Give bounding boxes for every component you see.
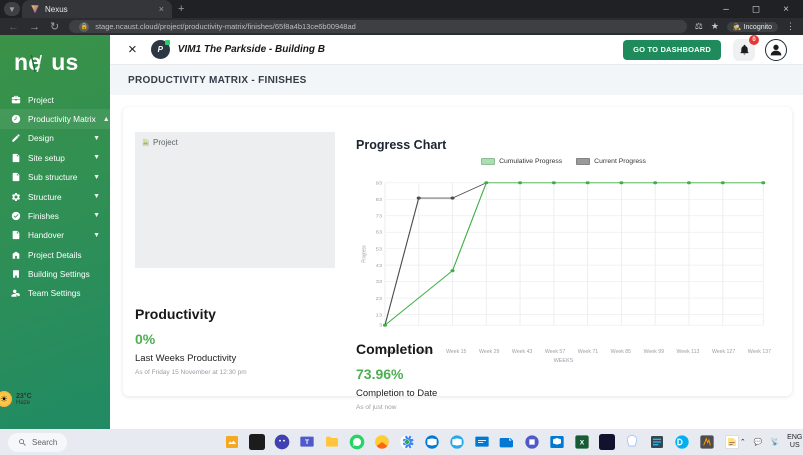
svg-text:43: 43 — [376, 264, 383, 269]
svg-text:Progress: Progress — [361, 245, 368, 263]
svg-text:23: 23 — [376, 296, 383, 301]
svg-text:63: 63 — [376, 230, 383, 235]
svg-text:53: 53 — [376, 247, 383, 252]
svg-text:93: 93 — [376, 181, 383, 186]
svg-text:33: 33 — [376, 280, 383, 285]
svg-text:T: T — [305, 439, 309, 446]
svg-text:X: X — [580, 440, 585, 447]
svg-text:73: 73 — [376, 214, 383, 219]
svg-text:83: 83 — [376, 198, 383, 203]
